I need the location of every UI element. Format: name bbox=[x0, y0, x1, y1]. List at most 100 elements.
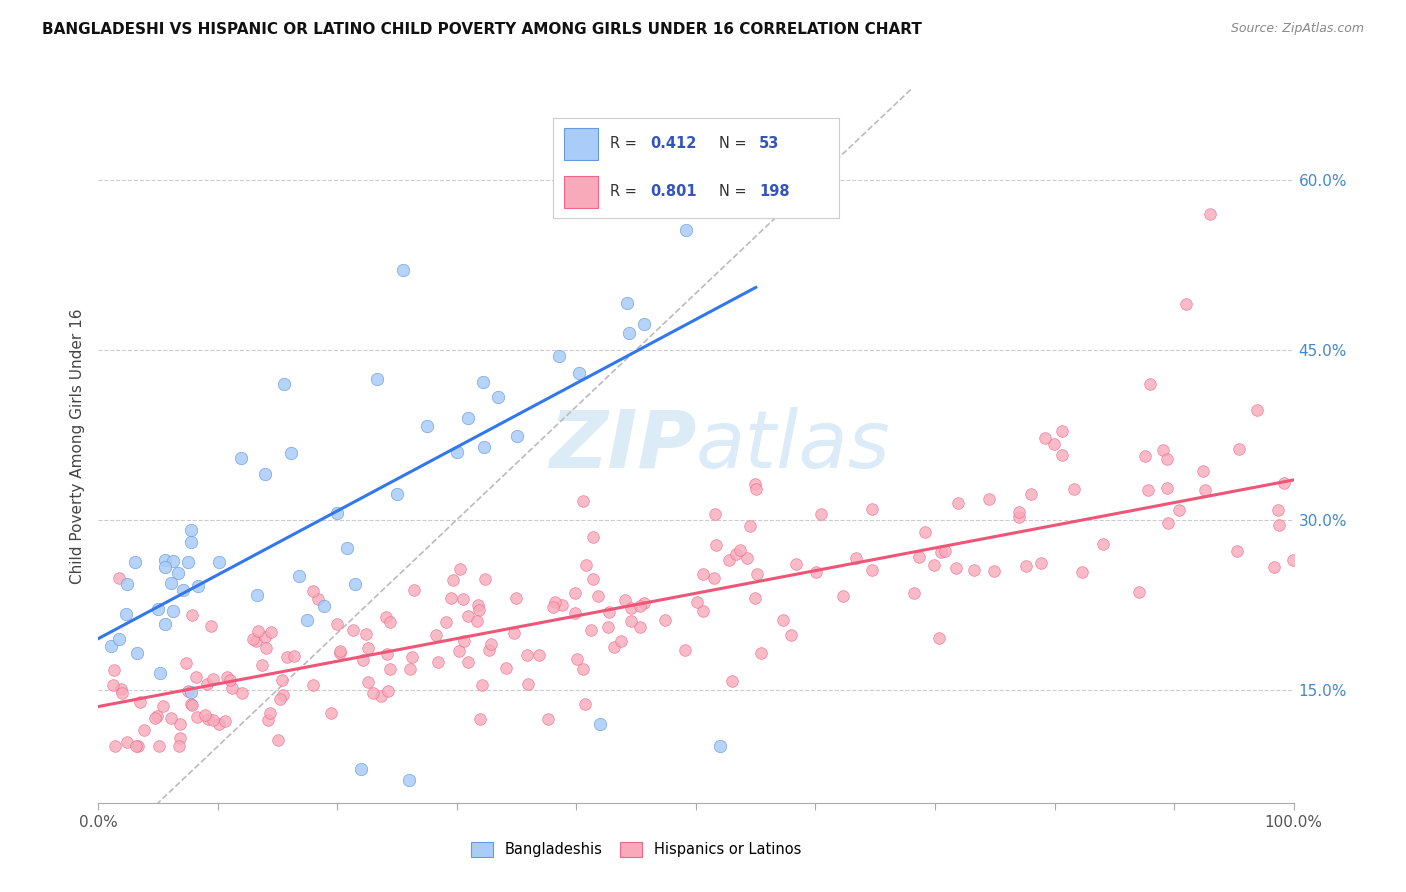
Point bbox=[1263, 560, 1285, 574]
Point bbox=[541, 599, 564, 614]
Point bbox=[832, 590, 855, 604]
Point bbox=[108, 570, 131, 584]
Point bbox=[574, 697, 596, 711]
Point bbox=[1063, 482, 1085, 496]
Point bbox=[434, 615, 457, 629]
Point bbox=[172, 582, 194, 597]
Point bbox=[219, 673, 242, 687]
Text: R =: R = bbox=[610, 136, 641, 152]
Point bbox=[146, 708, 169, 723]
Text: BANGLADESHI VS HISPANIC OR LATINO CHILD POVERTY AMONG GIRLS UNDER 16 CORRELATION: BANGLADESHI VS HISPANIC OR LATINO CHILD … bbox=[42, 22, 922, 37]
Point bbox=[516, 677, 538, 691]
Point bbox=[471, 678, 494, 692]
Point bbox=[385, 486, 409, 500]
Point bbox=[329, 647, 352, 661]
Point bbox=[503, 626, 526, 640]
Point bbox=[180, 524, 202, 538]
Point bbox=[1033, 431, 1056, 445]
Point bbox=[506, 429, 529, 443]
Point bbox=[567, 366, 589, 380]
Point bbox=[207, 555, 229, 569]
Point bbox=[302, 584, 325, 599]
Point bbox=[104, 739, 127, 754]
Point bbox=[744, 591, 766, 605]
Point bbox=[287, 569, 309, 583]
Point bbox=[744, 476, 766, 491]
Point bbox=[148, 739, 170, 753]
Point bbox=[772, 613, 794, 627]
Point bbox=[1152, 443, 1174, 458]
Point bbox=[1272, 476, 1295, 491]
Point bbox=[735, 550, 758, 565]
Point bbox=[186, 670, 208, 684]
Point bbox=[186, 710, 208, 724]
Point bbox=[169, 717, 191, 731]
Point bbox=[374, 610, 396, 624]
Point bbox=[596, 620, 619, 634]
Point bbox=[614, 593, 637, 607]
Text: N =: N = bbox=[718, 136, 751, 152]
Text: ZIP: ZIP bbox=[548, 407, 696, 485]
Point bbox=[103, 663, 125, 677]
Point bbox=[1246, 403, 1268, 417]
Point bbox=[471, 376, 494, 390]
Point bbox=[1157, 516, 1180, 530]
Point bbox=[370, 690, 392, 704]
Point bbox=[392, 263, 415, 277]
Point bbox=[1156, 481, 1178, 495]
Point bbox=[703, 571, 725, 585]
Point bbox=[620, 600, 643, 615]
Point bbox=[117, 577, 139, 591]
Point bbox=[467, 598, 489, 612]
Point bbox=[633, 596, 655, 610]
Point bbox=[721, 674, 744, 689]
Point bbox=[472, 440, 495, 454]
Point bbox=[527, 648, 550, 662]
Point bbox=[468, 713, 491, 727]
Point bbox=[115, 735, 138, 749]
Point bbox=[738, 519, 761, 533]
Point bbox=[1008, 505, 1031, 519]
Point bbox=[342, 624, 364, 638]
Point bbox=[586, 589, 609, 603]
Point bbox=[247, 624, 270, 638]
Point bbox=[167, 566, 190, 580]
Point bbox=[100, 639, 122, 653]
Point bbox=[352, 652, 374, 666]
Point bbox=[260, 624, 283, 639]
Point bbox=[1136, 483, 1159, 497]
Point bbox=[167, 739, 190, 754]
Point bbox=[779, 628, 801, 642]
Point bbox=[673, 642, 696, 657]
Point bbox=[214, 714, 236, 729]
Point bbox=[357, 675, 380, 690]
Point bbox=[325, 506, 347, 520]
Point bbox=[180, 697, 202, 711]
Point bbox=[177, 556, 200, 570]
Point bbox=[1268, 517, 1291, 532]
Point bbox=[633, 317, 655, 331]
Point bbox=[451, 592, 474, 607]
Point bbox=[231, 686, 253, 700]
Point bbox=[221, 681, 243, 695]
Point bbox=[1019, 486, 1042, 500]
Point bbox=[1199, 207, 1222, 221]
Point bbox=[745, 566, 768, 581]
Point bbox=[253, 467, 276, 482]
Point bbox=[934, 544, 956, 558]
Point bbox=[269, 692, 291, 706]
Point bbox=[229, 451, 252, 466]
Point bbox=[160, 711, 183, 725]
Point bbox=[474, 572, 496, 586]
Point bbox=[1052, 424, 1074, 438]
Point bbox=[946, 496, 969, 510]
Point bbox=[160, 576, 183, 591]
Point bbox=[180, 685, 202, 699]
Point bbox=[187, 579, 209, 593]
Point bbox=[425, 628, 447, 642]
Point bbox=[628, 599, 651, 613]
Point bbox=[603, 640, 626, 655]
Text: 0.412: 0.412 bbox=[650, 136, 696, 152]
Point bbox=[446, 444, 468, 458]
Point bbox=[416, 419, 439, 434]
